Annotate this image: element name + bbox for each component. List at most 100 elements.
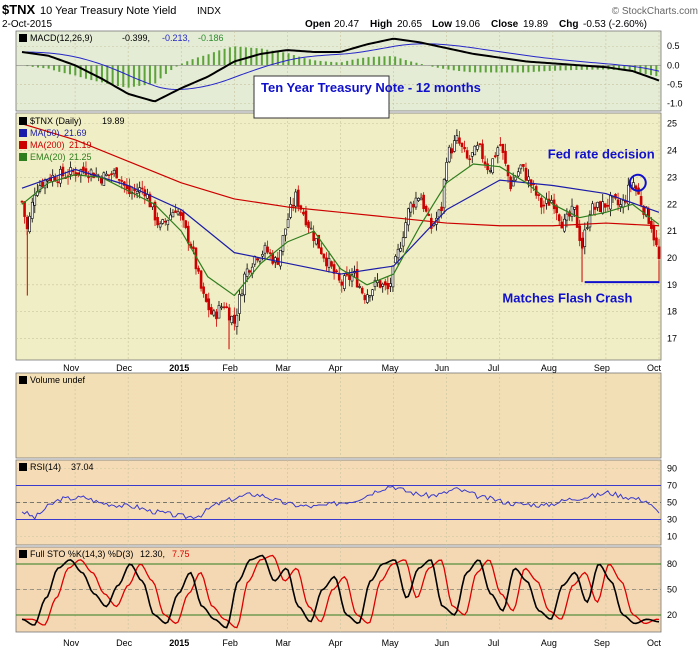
price-candle-body: [396, 248, 400, 259]
price-x-tick-label: Aug: [541, 363, 557, 373]
price-candle-body: [460, 142, 464, 147]
price-candle-body: [447, 146, 451, 163]
price-candle-body: [634, 185, 638, 190]
price-candle-body: [655, 237, 658, 246]
price-candle-body: [179, 211, 182, 216]
price-candle-body: [59, 169, 62, 184]
macd-histogram-bar: [484, 65, 487, 73]
price-candle-body: [245, 268, 249, 277]
price-candle-body: [153, 201, 157, 221]
price-candle-body: [386, 283, 390, 290]
macd-histogram-bar: [26, 65, 29, 67]
price-candle-body: [84, 168, 88, 175]
price-candle-body: [320, 247, 323, 255]
price-candle-body: [230, 315, 234, 324]
macd-histogram-bar: [570, 65, 573, 71]
annotation-fed-circle: [628, 173, 647, 192]
price-candle-body: [284, 228, 287, 236]
price-candle-body: [511, 180, 515, 187]
price-candle-body: [565, 213, 569, 221]
price-candle-body: [583, 229, 587, 247]
macd-histogram-bar: [212, 52, 215, 66]
ma50-line: [21, 168, 660, 275]
exchange: INDX: [197, 6, 221, 17]
price-candle-body: [409, 202, 413, 213]
macd-histogram-bar: [548, 65, 551, 71]
price-candle-body: [394, 256, 397, 264]
rsi-line: [21, 485, 660, 520]
price-candle-body: [596, 201, 599, 208]
bottom-x-tick-label: Nov: [63, 638, 80, 648]
price-candle-body: [87, 176, 90, 179]
price-candle-body: [258, 257, 262, 262]
price-candle-body: [340, 281, 344, 286]
sto-legend: Full STO %K(14,3) %D(3) 12.30, 7.75: [19, 549, 190, 559]
price-candle-body: [412, 203, 415, 208]
price-candle-body: [499, 144, 502, 146]
macd-histogram-bar: [218, 50, 221, 66]
macd-histogram-bar: [415, 62, 418, 66]
macd-histogram-bar: [490, 65, 493, 73]
volume-legend-swatch: [19, 376, 27, 384]
bottom-x-tick-label: May: [382, 638, 400, 648]
price-candle-body: [61, 166, 65, 177]
macd-histogram-bar: [266, 49, 269, 66]
macd-histogram-bar: [543, 65, 546, 72]
bottom-x-tick-label: Mar: [275, 638, 291, 648]
macd-histogram-bar: [196, 57, 199, 66]
price-candle-body: [110, 173, 113, 176]
price-candle-body: [28, 215, 31, 233]
macd-histogram-bar: [639, 65, 642, 73]
price-x-tick-label: Feb: [222, 363, 238, 373]
price-candle-body: [176, 211, 180, 215]
macd-histogram-bar: [111, 65, 114, 85]
macd-histogram-bar: [303, 58, 306, 66]
price-candle-body: [616, 199, 620, 206]
bottom-x-tick-label: Apr: [329, 638, 343, 648]
price-candle-body: [591, 203, 594, 216]
macd-histogram-bar: [463, 65, 466, 72]
price-candle-body: [573, 207, 576, 210]
price-candle-body: [540, 197, 543, 208]
macd-histogram-bar: [431, 65, 434, 67]
chart-title: Ten Year Treasury Note - 12 months: [261, 80, 481, 95]
price-candle-body: [624, 200, 628, 203]
macd-histogram-bar: [591, 65, 594, 70]
price-candle-body: [268, 252, 272, 254]
price-candle-body: [527, 176, 530, 181]
macd-histogram-bar: [452, 65, 455, 71]
macd-histogram-bar: [228, 47, 231, 66]
ema20-legend-label: EMA(20): [30, 152, 66, 162]
price-y-tick-label: 23: [667, 172, 677, 182]
ema20-line: [21, 163, 660, 297]
sto-y-tick-label: 20: [667, 610, 677, 620]
price-candle-body: [476, 145, 479, 150]
price-candle-body: [279, 249, 282, 267]
volume-panel: [15, 372, 662, 459]
macd-histogram-bar: [84, 65, 87, 79]
macd-histogram-bar: [68, 65, 71, 75]
price-candle-body: [366, 294, 369, 303]
bottom-x-tick-label: Aug: [541, 638, 557, 648]
price-candle-body: [76, 172, 80, 175]
sto-d-line: [22, 554, 660, 629]
macd-histogram-bar: [580, 65, 583, 70]
macd-histogram-bar: [442, 65, 445, 69]
macd-histogram-bar: [362, 57, 365, 66]
bottom-x-tick-label: Oct: [647, 638, 662, 648]
price-candle-body: [304, 210, 308, 226]
price-y-tick-label: 17: [667, 334, 677, 344]
bottom-x-tick-label: Dec: [116, 638, 133, 648]
price-candle-body: [273, 257, 277, 263]
ma50-legend-label: MA(50): [30, 128, 60, 138]
price-candle-body: [163, 220, 167, 223]
price-candle-body: [417, 198, 420, 201]
macd-histogram-bar: [623, 65, 626, 71]
price-candle-body: [105, 173, 108, 176]
price-candle-body: [140, 187, 144, 190]
x-axis-mid: Nov Dec 2015 Feb Mar Apr May Jun Jul Aug Sep Oct: [63, 363, 661, 373]
price-candle-body: [23, 201, 26, 217]
macd-histogram-bar: [223, 48, 226, 66]
bottom-x-tick-label: 2015: [169, 638, 189, 648]
